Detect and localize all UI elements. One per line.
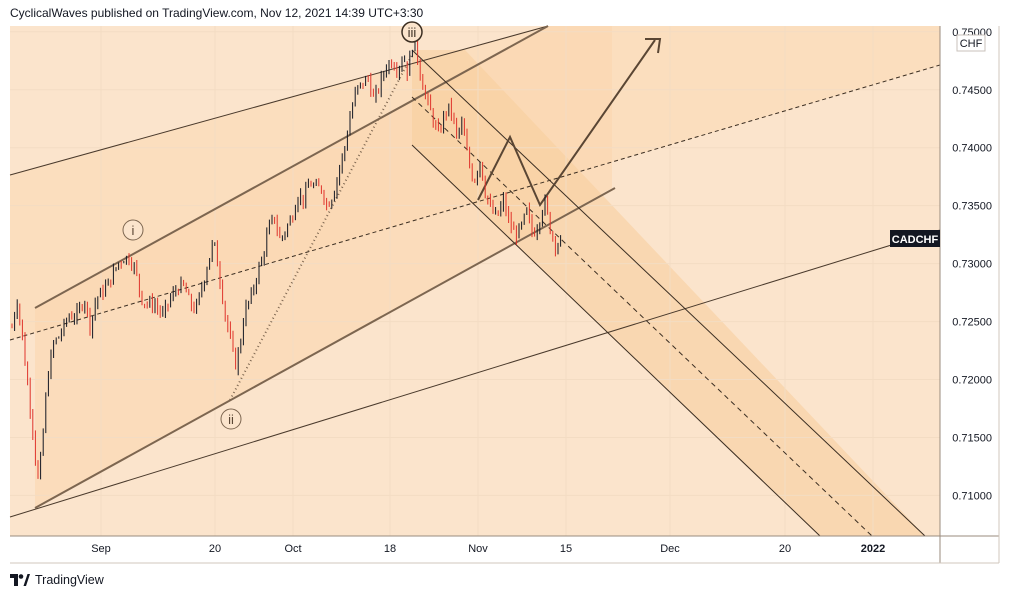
wave-label-iii: iii — [401, 21, 423, 43]
tradingview-logo-icon — [10, 574, 30, 586]
projection-arrowhead — [645, 38, 662, 54]
y-tick-3: 0.73500 — [952, 201, 992, 213]
y-tick-5: 0.72500 — [952, 317, 992, 329]
x-tick-6: Dec — [660, 543, 680, 555]
x-tick-3: 18 — [384, 543, 396, 555]
time-axis[interactable] — [10, 536, 999, 563]
rising-channel-bottom-line — [34, 187, 616, 509]
y-tick-7: 0.71500 — [952, 432, 992, 444]
wave-label-ii: ii — [220, 408, 242, 430]
y-tick-1: 0.74500 — [952, 85, 992, 97]
publisher-caption: CyclicalWaves published on TradingView.c… — [10, 6, 424, 20]
projection-path — [477, 39, 656, 208]
y-tick-6: 0.72000 — [952, 375, 992, 387]
symbol-badge-box — [890, 230, 940, 247]
x-tick-1: 20 — [209, 543, 221, 555]
symbol-badge: CADCHF — [892, 234, 939, 246]
wave-label-iii-text: iii — [408, 25, 417, 40]
y-tick-labels: 0.750000.745000.740000.735000.730000.725… — [952, 27, 992, 503]
wave-label-i: i — [122, 219, 144, 241]
drawings — [9, 25, 941, 537]
x-tick-7: 20 — [779, 543, 791, 555]
footer: TradingView — [10, 571, 104, 589]
currency-badge-box — [956, 34, 986, 52]
falling-channel-mid-line — [411, 96, 873, 537]
x-tick-0: Sep — [91, 543, 111, 555]
y-tick-8: 0.71000 — [952, 490, 992, 502]
rising-channel-top-line — [34, 25, 549, 309]
x-tick-2: Oct — [284, 543, 301, 555]
mid-dashed-line — [9, 64, 941, 341]
x-tick-5: 15 — [560, 543, 572, 555]
falling-channel-bottom-line — [411, 144, 821, 537]
currency-badge: CHF — [960, 38, 983, 50]
y-tick-4: 0.73000 — [952, 259, 992, 271]
wave-label-i-text: i — [132, 223, 135, 238]
x-tick-4: Nov — [468, 543, 488, 555]
price-axis[interactable] — [940, 26, 999, 536]
footer-brand: TradingView — [35, 573, 104, 587]
x-tick-labels: Sep 20 Oct 18 Nov 15 Dec 20 2022 — [91, 543, 885, 555]
falling-channel-top-line — [411, 49, 926, 537]
y-tick-2: 0.74000 — [952, 143, 992, 155]
outer-channel-bottom-line — [9, 229, 941, 518]
x-tick-8: 2022 — [861, 543, 885, 555]
candles — [11, 37, 562, 480]
outer-channel-top-line — [9, 25, 549, 176]
wave-label-ii-text: ii — [228, 412, 234, 427]
